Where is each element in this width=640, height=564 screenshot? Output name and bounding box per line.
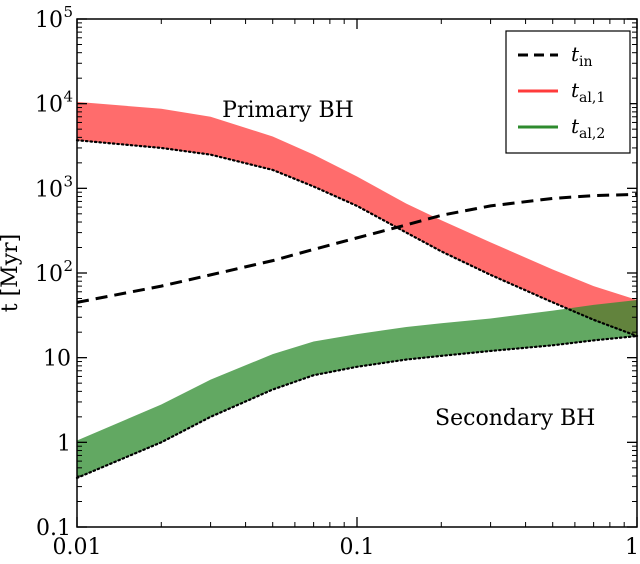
- plot-frame: [76, 18, 638, 528]
- y-tick-label: 10: [43, 347, 71, 372]
- y-tick-label: 1: [57, 431, 71, 456]
- x-tick-label: 1: [625, 535, 639, 560]
- y-tick-exponent: 5: [63, 3, 73, 21]
- y-tick-label: 0.1: [36, 516, 71, 541]
- y-tick-exponent: 4: [63, 88, 73, 106]
- y-axis-label: t [Myr]: [0, 234, 23, 312]
- legend: tin tal,1 tal,2: [505, 30, 631, 154]
- legend-label-t-al-1: tal,1: [571, 78, 605, 106]
- band-t-al-2: [77, 299, 637, 478]
- line-t-in: [76, 192, 638, 304]
- y-tick-label: 10: [35, 8, 63, 33]
- x-tick-label: 0.01: [53, 535, 102, 560]
- legend-label-t-in: tin: [571, 42, 593, 70]
- x-tick-label: 0.1: [340, 535, 375, 560]
- band-lower-edge-t-al-1: [75, 139, 639, 338]
- legend-label-t-al-2: tal,2: [571, 114, 605, 142]
- y-tick-exponent: 3: [63, 172, 73, 190]
- y-tick-exponent: 2: [63, 257, 73, 275]
- annotation-secondary-bh: Secondary BH: [435, 406, 595, 431]
- band-lower-edge-t-al-2: [75, 334, 639, 480]
- y-tick-label: 10: [35, 262, 63, 287]
- annotations: Primary BH Secondary BH: [222, 98, 595, 431]
- y-tick-label: 10: [35, 93, 63, 118]
- annotation-primary-bh: Primary BH: [222, 98, 354, 123]
- y-tick-label: 10: [35, 177, 63, 202]
- series-lines: [75, 139, 639, 480]
